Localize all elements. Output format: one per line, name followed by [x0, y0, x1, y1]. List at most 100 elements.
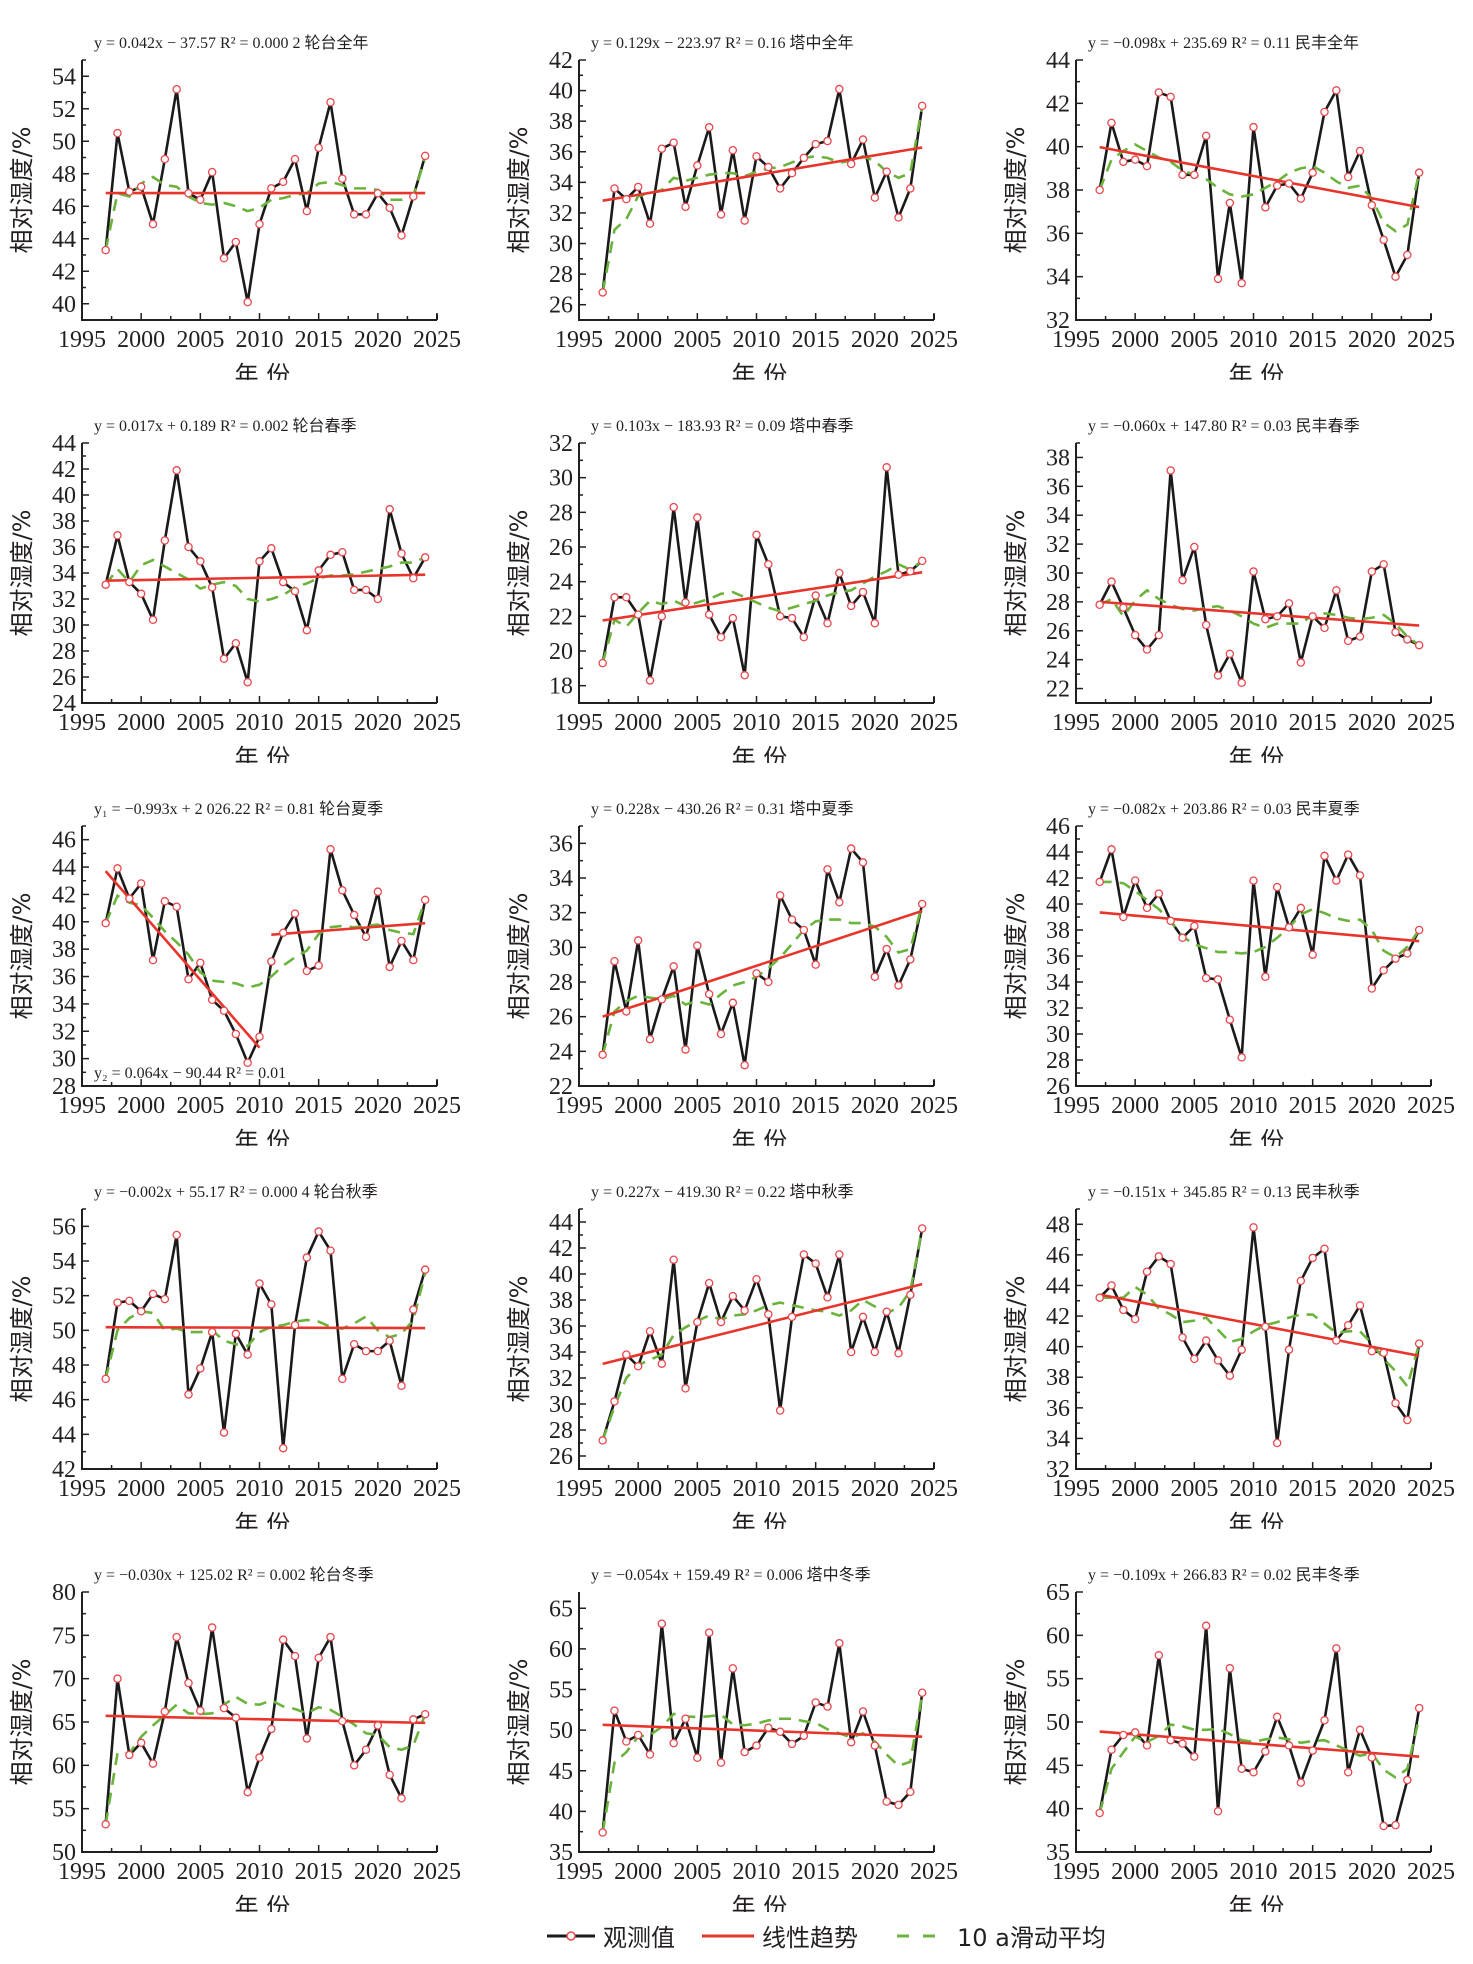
- moving-average-line: [601, 1228, 924, 1441]
- chart-equation-title: y = 0.103x − 183.93 R² = 0.09 塔中春季: [591, 417, 854, 435]
- data-point: [373, 887, 383, 896]
- data-point: [740, 671, 749, 680]
- data-point: [409, 573, 418, 583]
- data-point: [633, 182, 643, 192]
- data-point: [160, 154, 170, 164]
- y-tick-label: 42: [52, 1457, 76, 1483]
- data-point: [1095, 185, 1104, 195]
- data-point: [409, 1305, 418, 1314]
- moving-average-line: [104, 1695, 427, 1825]
- x-tick-label: 2020: [1348, 1476, 1396, 1502]
- data-point: [1249, 567, 1258, 576]
- x-tick-label: 2015: [295, 327, 343, 353]
- data-point: [704, 1628, 714, 1637]
- data-point: [870, 972, 880, 982]
- x-tick-label: 2020: [1348, 1859, 1396, 1885]
- data-point: [278, 177, 288, 187]
- data-point: [184, 542, 193, 552]
- trend-line-icon: [702, 1934, 754, 1937]
- data-point: [882, 167, 891, 176]
- data-point: [409, 192, 418, 201]
- data-point: [1391, 954, 1400, 963]
- data-point: [196, 958, 205, 968]
- x-tick-label: 2000: [614, 1476, 662, 1502]
- data-point: [1107, 1745, 1116, 1754]
- data-point: [207, 1623, 217, 1632]
- x-tick-label: 2000: [614, 710, 662, 736]
- data-point: [113, 1298, 122, 1307]
- data-point: [1190, 1752, 1199, 1761]
- data-point: [657, 1359, 667, 1368]
- data-point: [349, 585, 359, 595]
- y-axis-label: 相对湿度/%: [505, 1276, 533, 1403]
- data-point: [113, 531, 122, 540]
- data-point: [349, 1761, 359, 1770]
- data-point: [598, 658, 607, 668]
- data-point: [290, 1320, 300, 1330]
- x-tick-label: 2015: [295, 1093, 343, 1119]
- y-tick-label: 42: [1046, 866, 1070, 892]
- chart-equation-title: y = 0.042x − 37.57 R² = 0.000 2 轮台全年: [94, 34, 369, 52]
- data-point: [669, 502, 678, 512]
- y-tick-label: 24: [52, 691, 76, 717]
- observed-line-marker-icon: [547, 1930, 595, 1941]
- data-point: [858, 1312, 868, 1322]
- data-point: [645, 676, 655, 685]
- data-point: [917, 1224, 927, 1233]
- y-tick-label: 30: [52, 1047, 76, 1073]
- data-point: [1391, 1398, 1400, 1408]
- data-point: [267, 1300, 276, 1309]
- data-point: [314, 1653, 323, 1663]
- data-point: [1320, 107, 1329, 117]
- x-axis-label: 年 份: [732, 1510, 788, 1529]
- data-point: [172, 466, 181, 475]
- y-tick-label: 28: [549, 970, 573, 996]
- data-point: [1119, 157, 1128, 167]
- data-point: [787, 613, 797, 623]
- data-point: [148, 955, 158, 965]
- data-point: [1308, 950, 1317, 959]
- data-point: [846, 159, 856, 169]
- x-tick-label: 2005: [1170, 327, 1218, 353]
- data-point: [1190, 542, 1199, 552]
- chart-svg: 32 34 36 38 40 42 44 1995 2000 2005 2010 2015 2020 20…: [1002, 34, 1455, 380]
- observed-line: [601, 1623, 924, 1833]
- axes: [578, 826, 934, 1087]
- chart-panel: 26 28 30 32 34 36 38 40 42 44 46 1995 2000 2005 2010 20…: [994, 766, 1473, 1146]
- x-tick-label: 2000: [614, 327, 662, 353]
- axes: [1075, 1592, 1431, 1853]
- x-tick-label: 2015: [295, 710, 343, 736]
- data-point: [1142, 645, 1152, 654]
- data-point: [219, 1703, 229, 1713]
- x-tick-label: 2000: [1111, 1093, 1159, 1119]
- data-point: [681, 1384, 690, 1393]
- data-point: [385, 505, 394, 514]
- moving-average-line: [104, 893, 427, 989]
- data-point: [633, 1730, 643, 1740]
- y-tick-label: 24: [549, 570, 573, 596]
- y-tick-label: 54: [52, 64, 76, 90]
- y-tick-label: 32: [549, 431, 573, 457]
- data-point: [764, 162, 773, 172]
- data-point: [113, 864, 122, 873]
- observed-line: [601, 88, 924, 293]
- data-point: [752, 152, 761, 161]
- data-point: [1403, 949, 1412, 958]
- data-point: [645, 1750, 655, 1759]
- x-tick-label: 2020: [354, 1476, 402, 1502]
- data-point: [136, 589, 146, 599]
- y-tick-label: 26: [549, 535, 573, 561]
- observed-line: [1098, 1625, 1421, 1828]
- y-tick-label: 48: [1046, 1212, 1070, 1238]
- data-point: [740, 1060, 749, 1070]
- data-point: [243, 677, 252, 687]
- data-point: [1272, 1712, 1282, 1722]
- data-point: [302, 625, 312, 635]
- y-tick-label: 32: [549, 201, 573, 227]
- x-tick-label: 2010: [733, 327, 781, 353]
- data-point: [1225, 1015, 1235, 1024]
- trend-line: [602, 146, 923, 202]
- chart-panel: 40 42 44 46 48 50 52 54 1995 2000 2005 2010 2015 2020…: [0, 0, 491, 380]
- x-tick-label: 2000: [1111, 710, 1159, 736]
- chart-panel: 22 24 26 28 30 32 34 36 38 1995 2000 2005 2010 2015 20…: [994, 383, 1473, 763]
